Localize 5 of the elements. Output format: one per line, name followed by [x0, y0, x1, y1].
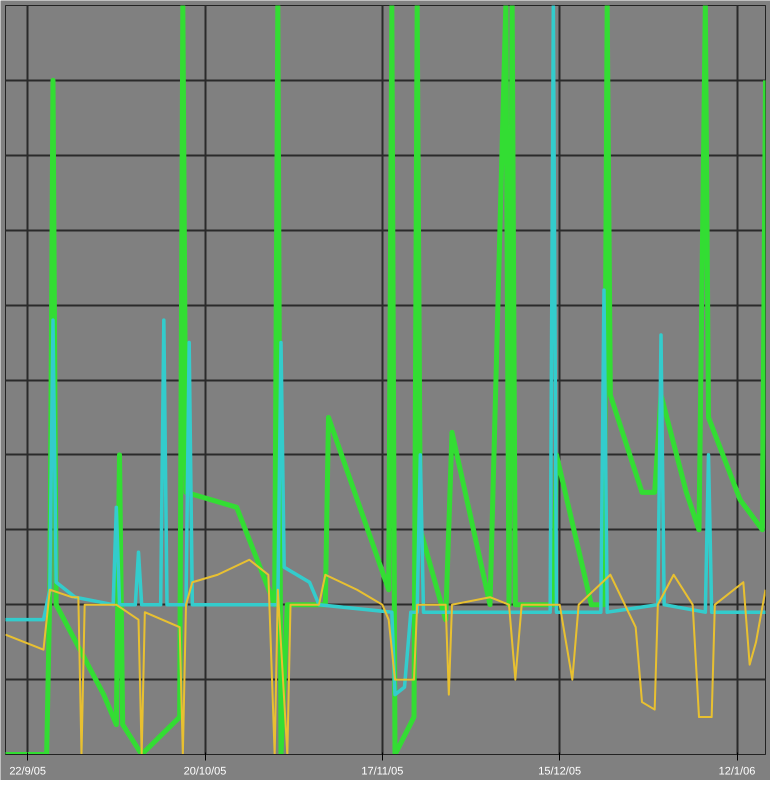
- x-tick-label: 12/1/06: [718, 766, 756, 778]
- x-tick-label: 20/10/05: [184, 766, 226, 778]
- x-tick-label: 17/11/05: [361, 766, 404, 778]
- x-tick-label: 22/9/05: [9, 766, 46, 778]
- x-tick-label: 15/12/05: [538, 766, 582, 778]
